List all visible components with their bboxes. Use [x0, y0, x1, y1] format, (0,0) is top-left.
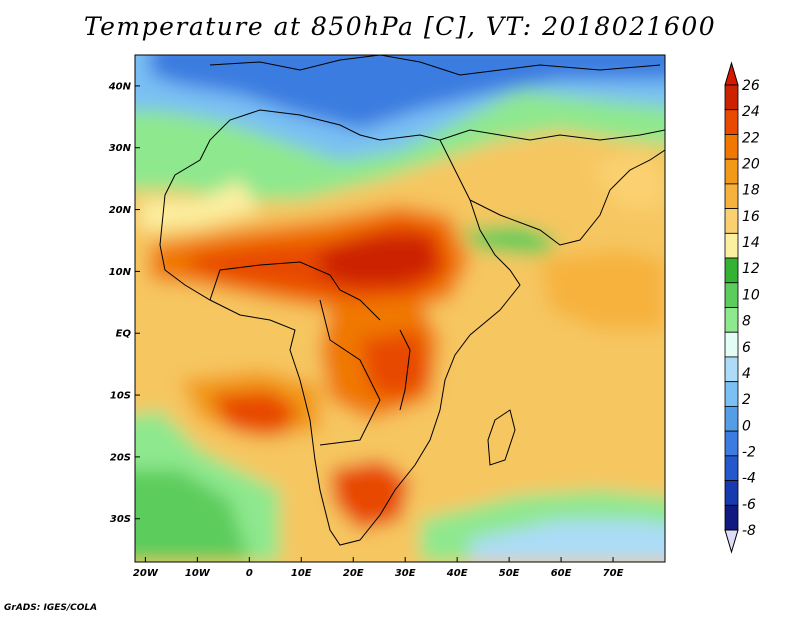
colorbar-swatch — [724, 430, 739, 457]
lon-tick-label: 10E — [291, 568, 312, 579]
lon-tick-label: 20W — [133, 568, 159, 579]
colorbar-swatch — [724, 158, 739, 185]
colorbar-swatch — [724, 455, 739, 481]
lat-tick-label: 30N — [109, 143, 132, 154]
colorbar-level-label: -4 — [742, 471, 756, 487]
colorbar-level-label: 10 — [742, 287, 760, 303]
colorbar-level-label: 2 — [742, 392, 751, 408]
colorbar-level-label: -6 — [742, 497, 756, 513]
colorbar-level-label: 26 — [742, 78, 760, 94]
colorbar-top-arrow — [724, 61, 739, 86]
colorbar-level-label: 8 — [742, 314, 751, 330]
lon-tick-label: 20E — [343, 568, 364, 579]
lat-tick-label: 40N — [108, 81, 132, 92]
colorbar-level-label: 20 — [742, 157, 760, 173]
lat-tick-label: 20S — [110, 452, 131, 463]
colorbar-level-label: 16 — [742, 209, 760, 225]
map-title: Temperature at 850hPa [C], VT: 201802160… — [83, 12, 717, 41]
lon-tick-label: 60E — [551, 568, 572, 579]
colorbar-swatch — [724, 480, 739, 506]
lat-tick-label: 10S — [110, 391, 131, 402]
map-frame — [134, 54, 666, 563]
colorbar-level-label: -2 — [742, 444, 756, 460]
lat-tick-label: EQ — [116, 329, 132, 340]
colorbar-swatch — [724, 356, 739, 383]
colorbar-level-label: 18 — [742, 183, 760, 199]
lon-tick-label: 50E — [499, 568, 520, 579]
colorbar-swatch — [724, 84, 739, 111]
lon-tick-label: 0 — [246, 568, 253, 579]
lat-tick-label: 20N — [109, 205, 132, 216]
colorbar-level-label: -8 — [742, 523, 756, 539]
colorbar-level-label: 0 — [742, 418, 751, 434]
latitude-axis: 40N 30N 20N 10N EQ 10S 20S 30S — [108, 81, 140, 525]
colorbar-level-label: 4 — [742, 366, 751, 382]
colorbar-swatch — [724, 405, 739, 432]
colorbar-level-label: 14 — [742, 235, 760, 251]
colorbar-bottom-arrow — [724, 529, 739, 554]
colorbar-swatch — [724, 232, 739, 259]
lon-tick-label: 40E — [446, 568, 468, 579]
colorbar-level-label: 12 — [742, 261, 760, 277]
lat-tick-label: 30S — [110, 514, 131, 525]
colorbar-swatch — [724, 257, 739, 284]
lon-tick-label: 70E — [603, 568, 624, 579]
colorbar-swatch — [724, 134, 739, 160]
colorbar-swatch — [724, 282, 739, 308]
colorbar-swatch — [724, 331, 739, 358]
coastlines — [159, 55, 665, 546]
lon-tick-label: 10W — [185, 568, 211, 579]
colorbar-level-label: 6 — [742, 340, 751, 356]
colorbar-level-label: 22 — [742, 130, 760, 146]
colorbar-swatch — [724, 307, 739, 333]
lat-tick-label: 10N — [109, 267, 132, 278]
temperature-field — [135, 55, 665, 562]
colorbar-swatch — [724, 208, 739, 234]
colorbar-swatch — [724, 183, 739, 210]
colorbar-swatch — [724, 109, 739, 135]
colorbar-swatch — [724, 381, 739, 407]
colorbar-swatch — [724, 504, 739, 531]
footer-credit: GrADS: IGES/COLA — [4, 603, 98, 613]
longitude-axis: 20W 10W 0 10E 20E 30E 40E 50E 60E 70E — [133, 557, 624, 579]
colorbar-level-label: 24 — [742, 104, 760, 120]
lon-tick-label: 30E — [395, 568, 416, 579]
